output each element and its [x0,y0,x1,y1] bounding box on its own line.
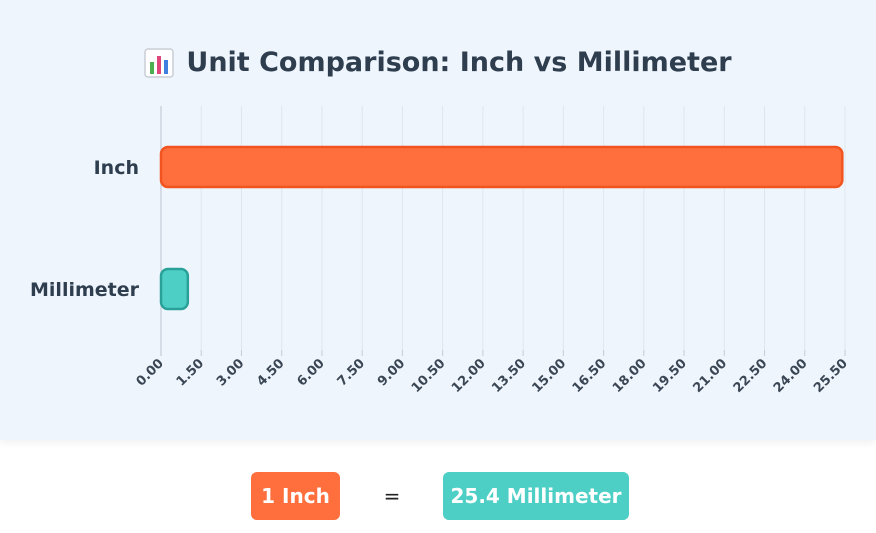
category-label: Millimeter [30,279,140,301]
millimeter-badge: 25.4 Millimeter [443,472,629,520]
x-tick-label: 22.50 [731,356,771,396]
inch-badge: 1 Inch [251,472,340,520]
x-tick-label: 21.00 [690,356,730,396]
x-tick-label: 25.50 [811,356,851,396]
equals-sign: = [383,484,401,508]
x-tick-label: 16.50 [570,356,610,396]
x-tick-label: 10.50 [409,356,449,396]
conversion-formula: 1 Inch = 25.4 Millimeter [0,472,876,520]
x-tick-label: 3.00 [214,356,247,389]
x-tick-label: 19.50 [650,356,690,396]
bar-chart: 0.00 1.50 3.00 4.50 6.00 7.50 9.00 10.50 12.00 13… [30,106,851,396]
x-tick-label: 0.00 [134,356,167,389]
x-tick-label: 15.00 [529,356,569,396]
x-tick-label: 18.00 [610,356,650,396]
chart-title: Unit Comparison: Inch vs Millimeter [186,47,732,78]
bar-chart-icon [144,47,175,78]
bar-millimeter [159,267,190,311]
x-tick-label: 24.00 [771,356,811,396]
x-tick-label: 1.50 [174,356,207,389]
chart-title-row: Unit Comparison: Inch vs Millimeter [0,47,876,78]
x-tick-label: 9.00 [375,356,408,389]
x-tick-label: 6.00 [294,356,327,389]
x-tick-label: 13.50 [489,356,529,396]
category-label: Inch [94,157,139,179]
x-tick-label: 7.50 [335,356,368,389]
x-tick-label: 4.50 [254,356,287,389]
bar-inch [159,145,844,189]
x-tick-label: 12.00 [449,356,489,396]
